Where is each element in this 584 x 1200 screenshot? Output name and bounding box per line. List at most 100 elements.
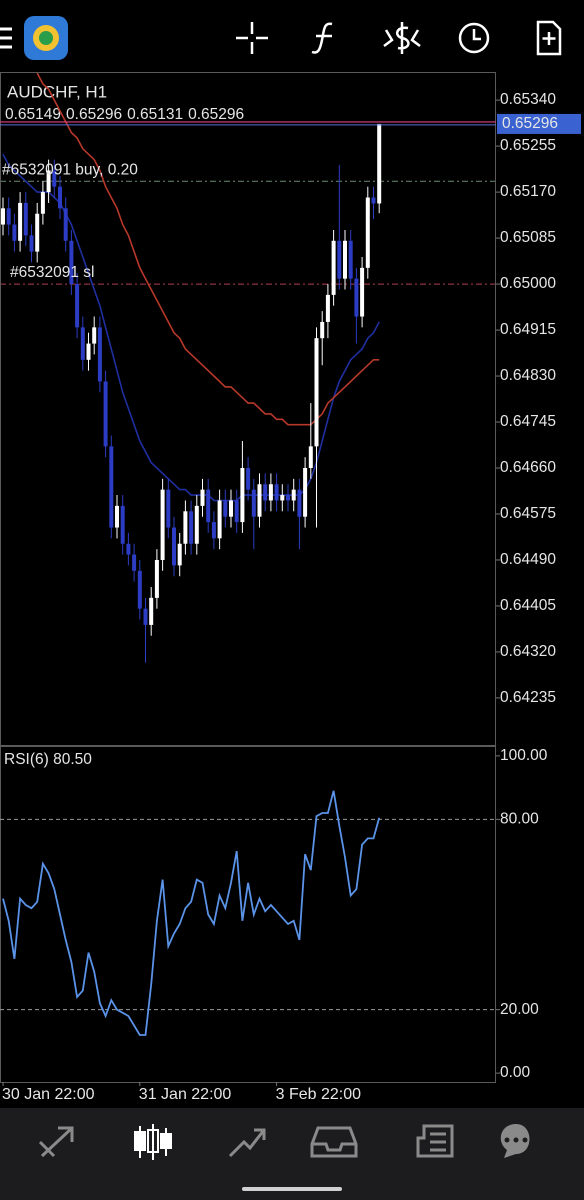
candle-body xyxy=(103,381,108,447)
y-tick-label: 20.00 xyxy=(500,1001,539,1018)
price-panel xyxy=(0,72,496,746)
y-tick-label: 0.65170 xyxy=(500,183,556,200)
candle-body xyxy=(137,570,142,609)
indicators-button[interactable] xyxy=(311,22,333,54)
x-tick-label: 31 Jan 22:00 xyxy=(139,1086,232,1103)
icon-stroke xyxy=(542,32,556,45)
icon-stroke xyxy=(38,1126,74,1158)
candle-body xyxy=(92,327,97,344)
icon-dot xyxy=(513,1137,519,1143)
news-tab[interactable] xyxy=(416,1124,454,1158)
candle-body xyxy=(160,489,165,560)
candle-body xyxy=(154,559,159,598)
candle-body xyxy=(314,338,319,447)
x-tick-label: 3 Feb 22:00 xyxy=(276,1086,362,1103)
candle-body xyxy=(46,170,51,193)
candle-body xyxy=(80,327,85,360)
chat-tab[interactable] xyxy=(500,1124,530,1158)
chart-tab[interactable] xyxy=(134,1124,172,1160)
bottom-nav xyxy=(0,1108,584,1200)
candle-body xyxy=(194,505,199,544)
x-tick-label: 30 Jan 22:00 xyxy=(2,1086,95,1103)
candle-body xyxy=(52,170,57,187)
icon-stroke xyxy=(147,1129,159,1153)
icon-dot xyxy=(522,1137,528,1143)
candle-body xyxy=(234,500,239,523)
menu-button[interactable] xyxy=(0,27,12,49)
candle-body xyxy=(240,468,245,523)
ohlc-close: 0.65296 xyxy=(188,106,244,123)
candle-body xyxy=(177,543,182,566)
candle-body xyxy=(29,235,34,252)
candle-body xyxy=(263,484,268,501)
icon-stroke xyxy=(160,1133,172,1149)
candle-body xyxy=(229,500,233,517)
ohlc-high: 0.65296 xyxy=(66,106,122,123)
candle-body xyxy=(40,192,45,214)
candle-body xyxy=(291,489,296,501)
candle-body xyxy=(246,468,251,490)
candle-body xyxy=(371,197,376,204)
icon-stroke xyxy=(134,1131,146,1151)
app-icon-center xyxy=(39,31,53,45)
candle-body xyxy=(354,278,359,317)
candle-body xyxy=(18,202,23,241)
app-icon[interactable] xyxy=(24,16,68,60)
candle-body xyxy=(109,446,114,528)
ohlc-open: 0.65149 xyxy=(5,106,61,123)
candle-body xyxy=(223,500,228,517)
home-indicator xyxy=(242,1187,342,1191)
trade-button[interactable] xyxy=(383,22,421,54)
new-order-button[interactable] xyxy=(536,20,562,56)
candle-body xyxy=(257,484,262,517)
y-tick-label: 0.64320 xyxy=(500,643,556,660)
candle-body xyxy=(126,543,131,555)
y-tick-label: 0.64915 xyxy=(500,321,556,338)
order-label: #6532091 buy, 0.20 xyxy=(2,161,138,178)
candle-body xyxy=(149,597,154,625)
candle-body xyxy=(132,554,137,571)
history-tab[interactable] xyxy=(310,1126,358,1158)
candle-body xyxy=(75,284,80,328)
candle-body xyxy=(58,186,62,209)
candle-body xyxy=(337,240,342,279)
candle-body xyxy=(280,495,285,501)
y-tick-label: 80.00 xyxy=(500,810,539,827)
candle-body xyxy=(6,208,11,225)
candle-body xyxy=(183,511,188,544)
y-tick-label: 0.64575 xyxy=(500,505,556,522)
candle-body xyxy=(1,208,5,225)
icon-stroke xyxy=(416,1124,454,1158)
candle-body xyxy=(12,224,17,241)
ohlc-low: 0.65131 xyxy=(127,106,183,123)
crosshair-button[interactable] xyxy=(236,22,268,54)
ohlc-header: 0.65149 0.65296 0.65131 0.65296 xyxy=(5,106,244,123)
candle-body xyxy=(297,489,302,517)
y-tick-label: 0.64745 xyxy=(500,413,556,430)
candle-body xyxy=(303,468,308,517)
candle-body xyxy=(325,294,330,322)
candle-body xyxy=(348,240,353,279)
candle-body xyxy=(377,123,382,204)
icon-stroke xyxy=(311,22,333,54)
y-tick-label: 0.64235 xyxy=(500,689,556,706)
rsi-panel xyxy=(0,746,496,1083)
candle-body xyxy=(86,343,91,360)
y-tick-label: 0.65000 xyxy=(500,275,556,292)
candle-body xyxy=(343,240,347,279)
quotes-tab[interactable] xyxy=(38,1126,74,1158)
price-tag-label: 0.65296 xyxy=(502,115,558,132)
icon-stroke xyxy=(395,22,410,54)
history-button[interactable] xyxy=(458,22,490,54)
y-tick-label: 0.65340 xyxy=(500,91,556,108)
y-tick-label: 0.65085 xyxy=(500,229,556,246)
trade-tab[interactable] xyxy=(228,1128,266,1158)
candle-body xyxy=(143,608,148,625)
y-tick-label: 0.00 xyxy=(500,1064,531,1081)
candle-body xyxy=(286,495,290,501)
candle-body xyxy=(365,197,370,268)
candle-body xyxy=(97,327,102,382)
order-label: #6532091 sl xyxy=(10,264,94,281)
